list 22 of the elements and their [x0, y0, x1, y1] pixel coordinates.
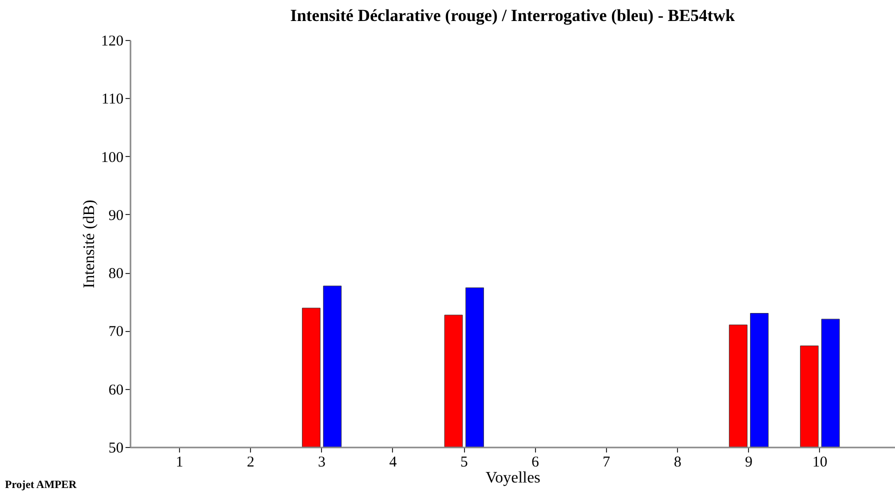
x-axis-title: Voyelles [486, 470, 540, 486]
x-tick-label: 3 [318, 454, 326, 470]
y-tick-label: 100 [101, 150, 124, 166]
x-tick-label: 8 [674, 454, 682, 470]
y-tick-label: 110 [102, 92, 124, 108]
y-tick-label: 70 [108, 324, 124, 340]
y-tick-label: 80 [108, 266, 124, 282]
x-tick-label: 1 [176, 454, 184, 470]
chart-title: Intensité Déclarative (rouge) / Interrogative (bleu) - BE54twk [290, 6, 736, 25]
x-tick-label: 9 [745, 454, 753, 470]
y-tick-label: 90 [108, 208, 124, 224]
x-tick-label: 5 [460, 454, 468, 470]
text: Projet AMPER [5, 479, 78, 491]
x-tick-label: 6 [532, 454, 540, 470]
y-axis-title: Intensité (dB) [81, 200, 98, 288]
y-tick-label: 120 [101, 34, 124, 50]
y-tick-label: 50 [108, 440, 124, 456]
y-tick-label: 60 [108, 382, 124, 398]
x-tick-label: 10 [812, 454, 828, 470]
x-tick-label: 2 [246, 454, 254, 470]
x-tick-label: 4 [389, 454, 398, 470]
x-tick-label: 7 [602, 454, 611, 470]
